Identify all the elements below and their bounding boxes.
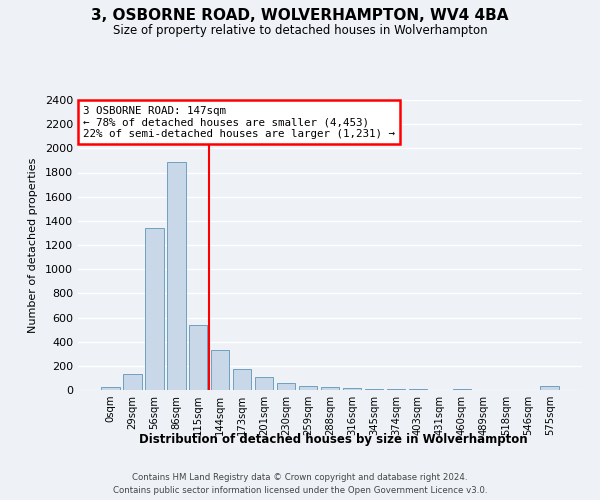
Bar xyxy=(541,386,559,390)
Bar xyxy=(167,162,185,390)
Bar xyxy=(123,374,142,390)
Text: 3 OSBORNE ROAD: 147sqm
← 78% of detached houses are smaller (4,453)
22% of semi-: 3 OSBORNE ROAD: 147sqm ← 78% of detached… xyxy=(83,106,395,139)
Text: Distribution of detached houses by size in Wolverhampton: Distribution of detached houses by size … xyxy=(139,432,527,446)
Text: Contains HM Land Registry data © Crown copyright and database right 2024.
Contai: Contains HM Land Registry data © Crown c… xyxy=(113,474,487,495)
Bar xyxy=(101,387,119,390)
Bar xyxy=(343,388,361,390)
Bar xyxy=(320,387,340,390)
Bar xyxy=(189,325,208,390)
Text: Size of property relative to detached houses in Wolverhampton: Size of property relative to detached ho… xyxy=(113,24,487,37)
Bar xyxy=(299,386,317,390)
Text: 3, OSBORNE ROAD, WOLVERHAMPTON, WV4 4BA: 3, OSBORNE ROAD, WOLVERHAMPTON, WV4 4BA xyxy=(91,8,509,22)
Bar xyxy=(255,376,274,390)
Bar xyxy=(145,228,164,390)
Y-axis label: Number of detached properties: Number of detached properties xyxy=(28,158,38,332)
Bar xyxy=(365,389,383,390)
Bar xyxy=(277,384,295,390)
Bar xyxy=(386,389,405,390)
Bar xyxy=(211,350,229,390)
Bar xyxy=(233,369,251,390)
